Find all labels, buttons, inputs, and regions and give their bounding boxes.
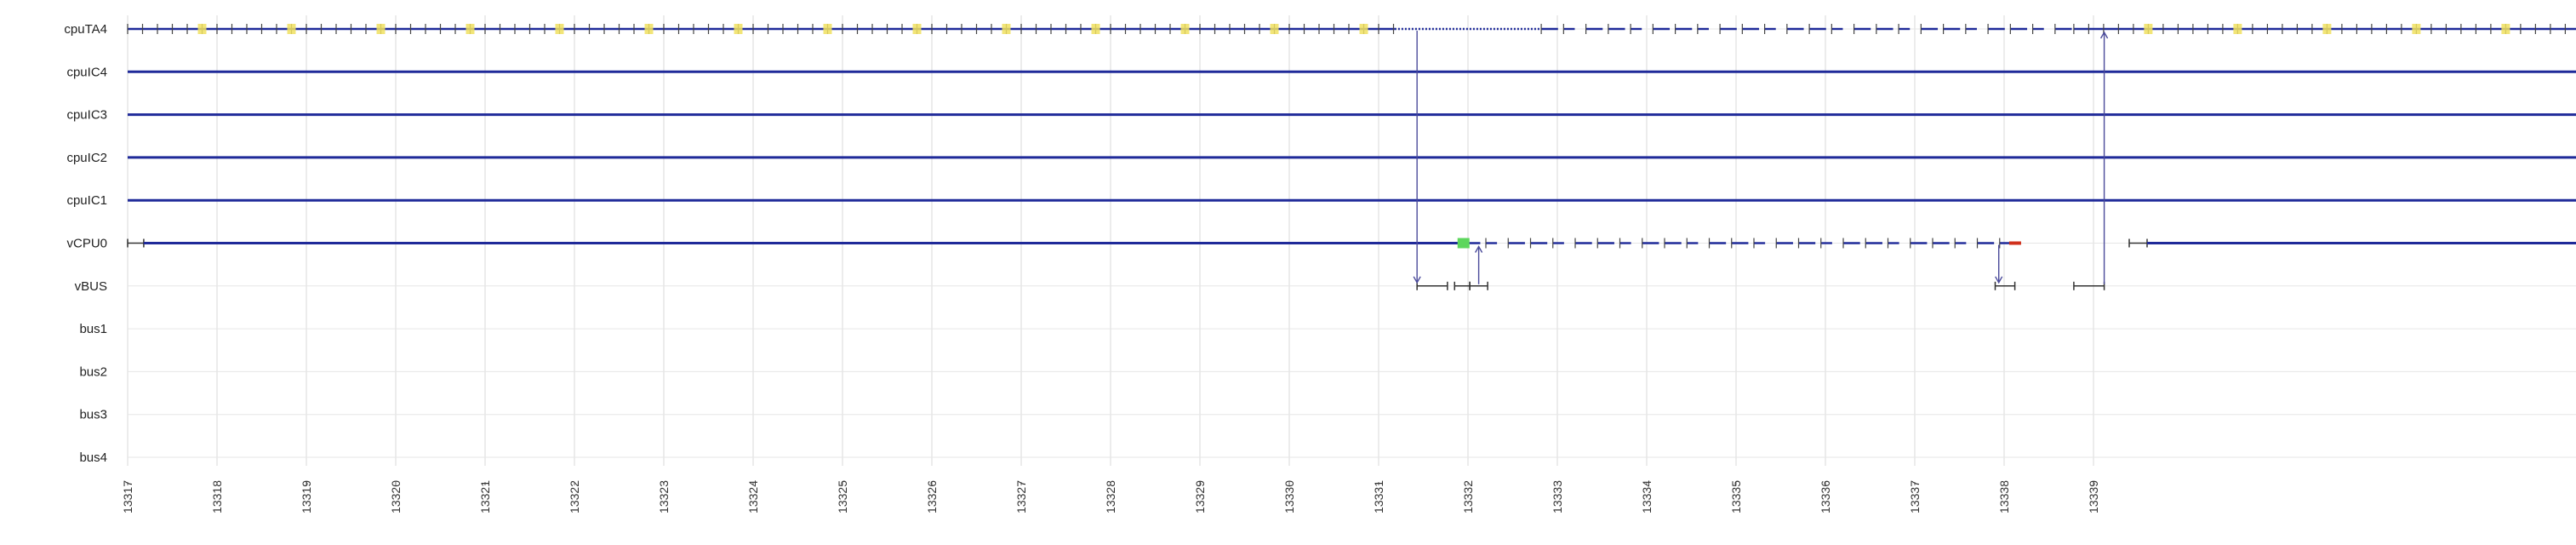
x-tick-label: 13323 [657, 480, 671, 513]
event-highlight [1359, 24, 1368, 34]
row-label: vCPU0 [66, 237, 107, 251]
x-tick-label: 13327 [1014, 480, 1028, 513]
x-tick-label: 13326 [925, 480, 939, 513]
row-label: cpuIC4 [66, 65, 107, 79]
x-tick-label: 13320 [389, 480, 403, 513]
event-highlight [555, 24, 564, 34]
event-highlight [823, 24, 832, 34]
x-axis: 13317 13318 13319 13320 13321 13322 13323 13324… [121, 480, 2100, 513]
x-tick-label: 13325 [836, 480, 849, 513]
row-label: cpuIC3 [66, 108, 107, 123]
timeline-rows: cpuTA4 cpuIC4 cpuIC3 cpuIC2 cpuIC1 vCPU0 vBUS b… [64, 22, 2576, 465]
event-highlight [734, 24, 743, 34]
arrow-head [2099, 31, 2109, 39]
arrow-head [1995, 276, 2003, 284]
row-label: bus3 [79, 408, 107, 422]
row-label: bus4 [79, 450, 107, 465]
event-highlight [197, 24, 207, 34]
start-marker [1457, 238, 1470, 249]
x-tick-label: 13318 [210, 480, 224, 513]
event-highlight [376, 24, 386, 34]
x-tick-label: 13336 [1819, 480, 1832, 513]
x-tick-label: 13335 [1729, 480, 1743, 513]
arrow-head [1413, 276, 1421, 284]
x-tick-label: 13329 [1193, 480, 1207, 513]
event-highlight [2322, 24, 2332, 34]
row-label: bus1 [79, 322, 107, 336]
row-label: bus2 [79, 364, 107, 379]
event-highlight [2233, 24, 2242, 34]
event-highlight [1091, 24, 1100, 34]
event-highlight [466, 24, 475, 34]
x-tick-label: 13337 [1908, 480, 1922, 513]
event-highlight [912, 24, 922, 34]
event-highlight [1002, 24, 1011, 34]
end-marker [2008, 241, 2021, 245]
row-label: cpuTA4 [64, 22, 107, 37]
row-label: cpuIC1 [66, 193, 107, 208]
event-highlight [644, 24, 654, 34]
x-tick-label: 13317 [121, 480, 134, 513]
x-tick-label: 13331 [1372, 480, 1385, 513]
x-tick-label: 13332 [1461, 480, 1475, 513]
event-highlight [1270, 24, 1279, 34]
transfer-arrows [1413, 31, 2109, 284]
x-tick-label: 13328 [1104, 480, 1117, 513]
x-tick-label: 13321 [478, 480, 492, 513]
event-highlight [2412, 24, 2421, 34]
event-highlight [1180, 24, 1190, 34]
x-tick-label: 13330 [1282, 480, 1296, 513]
row-label: cpuIC2 [66, 151, 107, 165]
event-highlight [2501, 24, 2510, 34]
event-highlight [287, 24, 296, 34]
x-tick-label: 13324 [746, 480, 760, 513]
x-tick-label: 13339 [2087, 480, 2100, 513]
arrow-head [1474, 245, 1483, 253]
row-label: vBUS [75, 279, 107, 294]
x-tick-label: 13338 [1997, 480, 2011, 513]
x-tick-label: 13319 [300, 480, 313, 513]
x-tick-label: 13334 [1640, 480, 1654, 513]
grid [127, 15, 2094, 466]
x-tick-label: 13333 [1551, 480, 1564, 513]
x-tick-label: 13322 [568, 480, 581, 513]
event-highlight [2144, 24, 2153, 34]
